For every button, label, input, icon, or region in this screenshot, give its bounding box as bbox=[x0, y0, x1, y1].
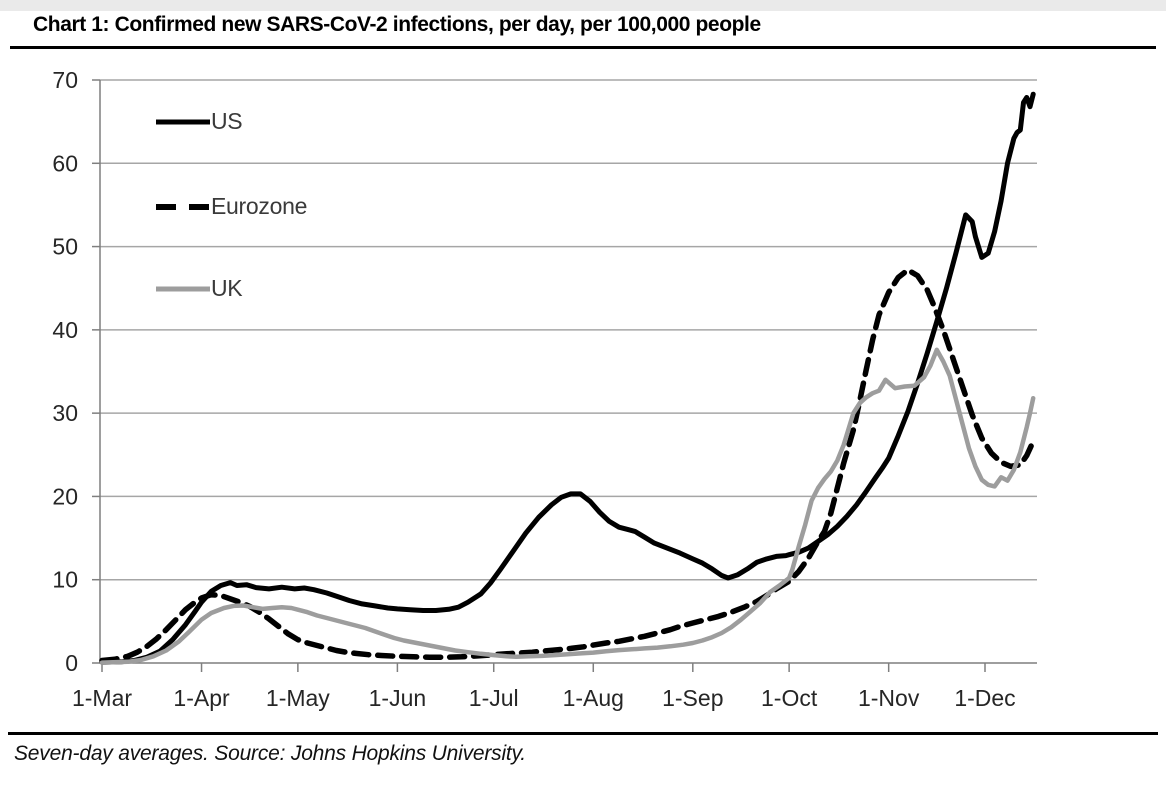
legend-item-uk: UK bbox=[155, 275, 243, 302]
y-tick-label-10: 10 bbox=[52, 567, 78, 593]
chart-title: Chart 1: Confirmed new SARS-CoV-2 infect… bbox=[33, 13, 761, 36]
x-tick-label-1-Apr: 1-Apr bbox=[173, 685, 230, 711]
us-line-sample-icon bbox=[156, 119, 210, 124]
x-tick-label-1-Jul: 1-Jul bbox=[469, 685, 519, 711]
x-tick-label-1-Oct: 1-Oct bbox=[761, 685, 818, 711]
title-rule bbox=[10, 46, 1156, 49]
us-series-line bbox=[99, 91, 1036, 665]
eurozone-line-sample-icon bbox=[156, 203, 210, 210]
legend-item-us: US bbox=[155, 108, 243, 135]
x-tick-label-1-Sep: 1-Sep bbox=[662, 685, 723, 711]
y-tick-label-70: 70 bbox=[52, 67, 78, 93]
x-tick-label-1-Mar: 1-Mar bbox=[72, 685, 132, 711]
uk-line-sample-icon bbox=[156, 286, 210, 291]
y-tick-label-50: 50 bbox=[52, 234, 78, 260]
eurozone-series-line bbox=[99, 267, 1036, 664]
y-tick-label-20: 20 bbox=[52, 483, 78, 509]
x-tick-label-1-Dec: 1-Dec bbox=[954, 685, 1015, 711]
legend-item-eurozone: Eurozone bbox=[155, 193, 307, 220]
y-tick-label-0: 0 bbox=[65, 650, 78, 676]
page-top-edge bbox=[0, 0, 1166, 11]
legend-label-us: US bbox=[211, 108, 243, 134]
y-tick-label-30: 30 bbox=[52, 400, 78, 426]
x-tick-label-1-Jun: 1-Jun bbox=[369, 685, 427, 711]
x-tick-label-1-Nov: 1-Nov bbox=[858, 685, 920, 711]
y-tick-label-40: 40 bbox=[52, 317, 78, 343]
footnote-rule bbox=[8, 732, 1158, 735]
x-tick-label-1-May: 1-May bbox=[266, 685, 330, 711]
uk-series-line bbox=[99, 347, 1036, 665]
y-tick-label-60: 60 bbox=[52, 150, 78, 176]
x-tick-label-1-Aug: 1-Aug bbox=[563, 685, 624, 711]
chart-footnote: Seven-day averages. Source: Johns Hopkin… bbox=[14, 742, 526, 765]
legend-label-eurozone: Eurozone bbox=[211, 193, 308, 219]
legend-label-uk: UK bbox=[211, 275, 243, 301]
